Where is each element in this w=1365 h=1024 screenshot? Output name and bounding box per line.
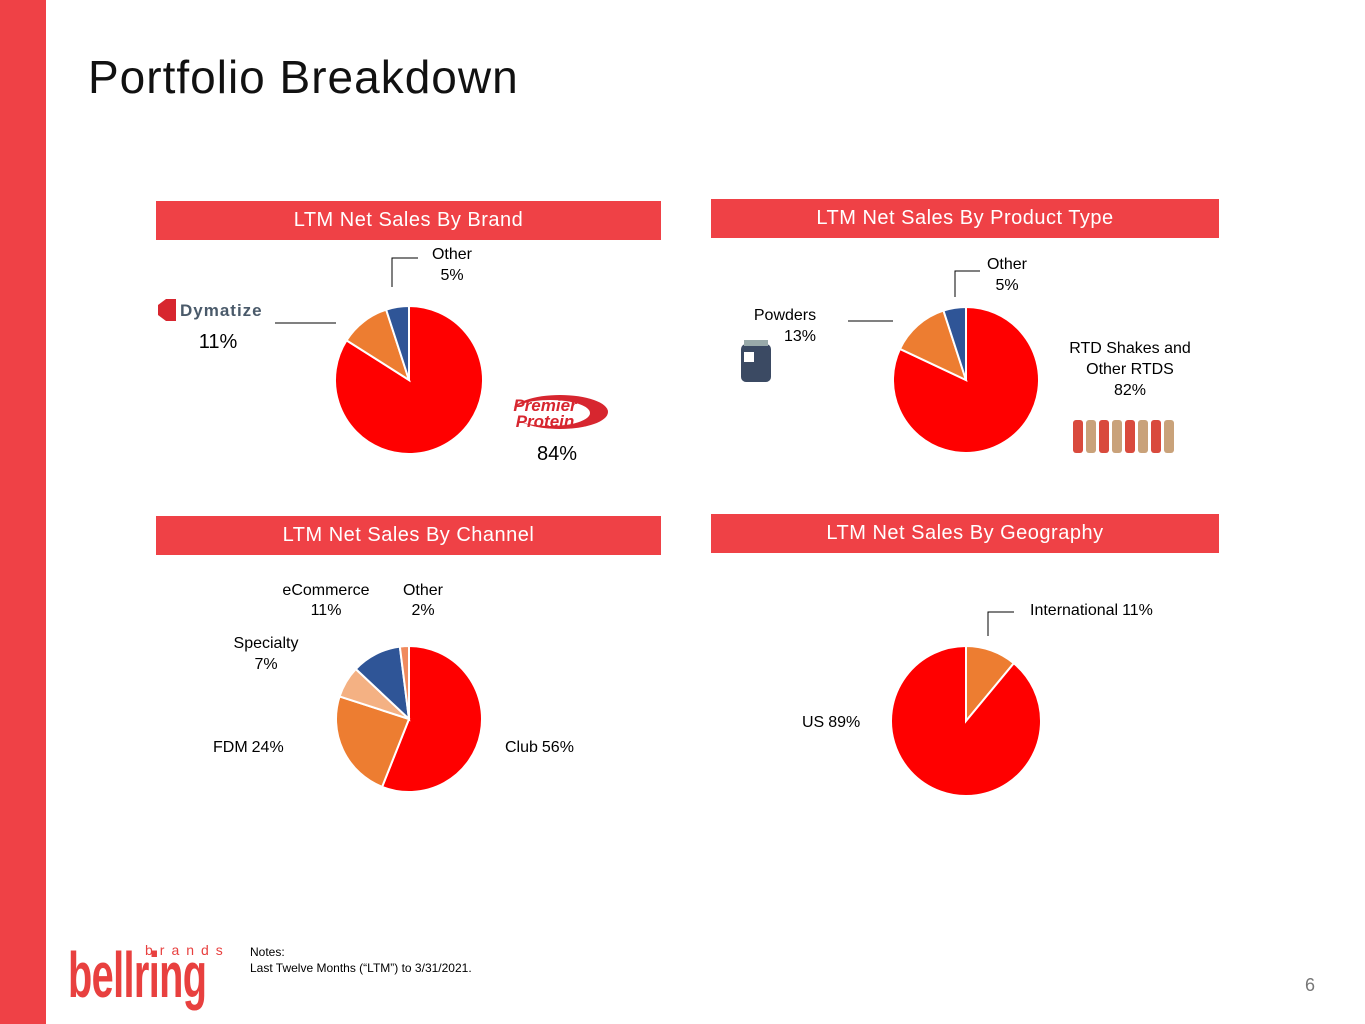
leader-line [987,611,1014,636]
dymatize-icon [158,299,176,321]
bottle [1086,420,1096,453]
slice-category-label: Other [431,246,472,263]
side-strip [0,0,46,1024]
slice-category-label: International [1030,602,1119,619]
slice-category-label: Other [986,256,1027,273]
slice-category-label: Club [505,739,538,756]
chart-header: LTM Net Sales By Channel [156,516,661,555]
bottle [1099,420,1109,453]
page-number: 6 [1305,975,1316,995]
slice-category-label: US [802,714,825,731]
pie-slice [898,309,968,382]
slice-value-label: 82% [1113,382,1147,399]
brand-logo: Dymatize [180,301,263,320]
slice-category-label: eCommerce [282,582,370,599]
bottle [1138,420,1148,453]
slice-value-label: 5% [440,267,464,284]
pie-slice [398,644,410,720]
slide-title: Portfolio Breakdown [88,51,519,103]
bottle [1125,420,1135,453]
pie-slice [384,304,410,381]
pie-slice [890,644,1042,797]
pie-slice [942,305,967,381]
slice-label: International 11% [1030,600,1153,621]
slice-value-label: 11% [310,602,342,619]
slice-value-label: 5% [995,277,1019,294]
chart-header: LTM Net Sales By Geography [711,514,1219,553]
slice-value-label: 13% [783,328,817,345]
premier-logo-swoosh [510,400,590,426]
bottle [1151,420,1161,453]
slice-value-label: 56% [541,739,574,756]
chart-header: LTM Net Sales By Brand [156,201,661,240]
notes-text: Last Twelve Months (“LTM”) to 3/31/2021. [250,961,472,975]
slice-label: FDM 24% [213,737,284,758]
slice-category-label: RTD Shakes and Other RTDS [1069,340,1191,378]
pie-slice [380,644,483,793]
notes-heading: Notes: [250,945,285,959]
slice-category-label: Powders [753,307,817,324]
shake-bottles [1073,420,1174,453]
logo-tagline: brands [145,942,230,958]
leader-line [391,257,418,287]
slice-category-label: Other [402,582,443,599]
slice-label: US 89% [802,712,860,733]
leader-line [954,270,980,297]
slice-value-label: 2% [411,602,435,619]
brand-logo: Premier Protein [513,396,577,431]
bottle [1112,420,1122,453]
slice-value-label: 7% [254,656,278,673]
bottle [1073,420,1083,453]
slice-value-label: 24% [251,739,284,756]
slice-category-label: Specialty [233,635,299,652]
pie-slice [335,695,411,789]
powder-tub [741,340,771,382]
chart-header: LTM Net Sales By Product Type [711,199,1219,238]
slice-value-label: 11% [198,331,238,353]
slice-value-label: 11% [1122,602,1153,619]
bottle [1164,420,1174,453]
slice-label: Club 56% [505,737,574,758]
slice-value-label: 84% [536,443,578,465]
slice-value-label: 89% [828,714,861,731]
slice-category-label: FDM [213,739,248,756]
logo-name: bellring [68,939,207,1011]
